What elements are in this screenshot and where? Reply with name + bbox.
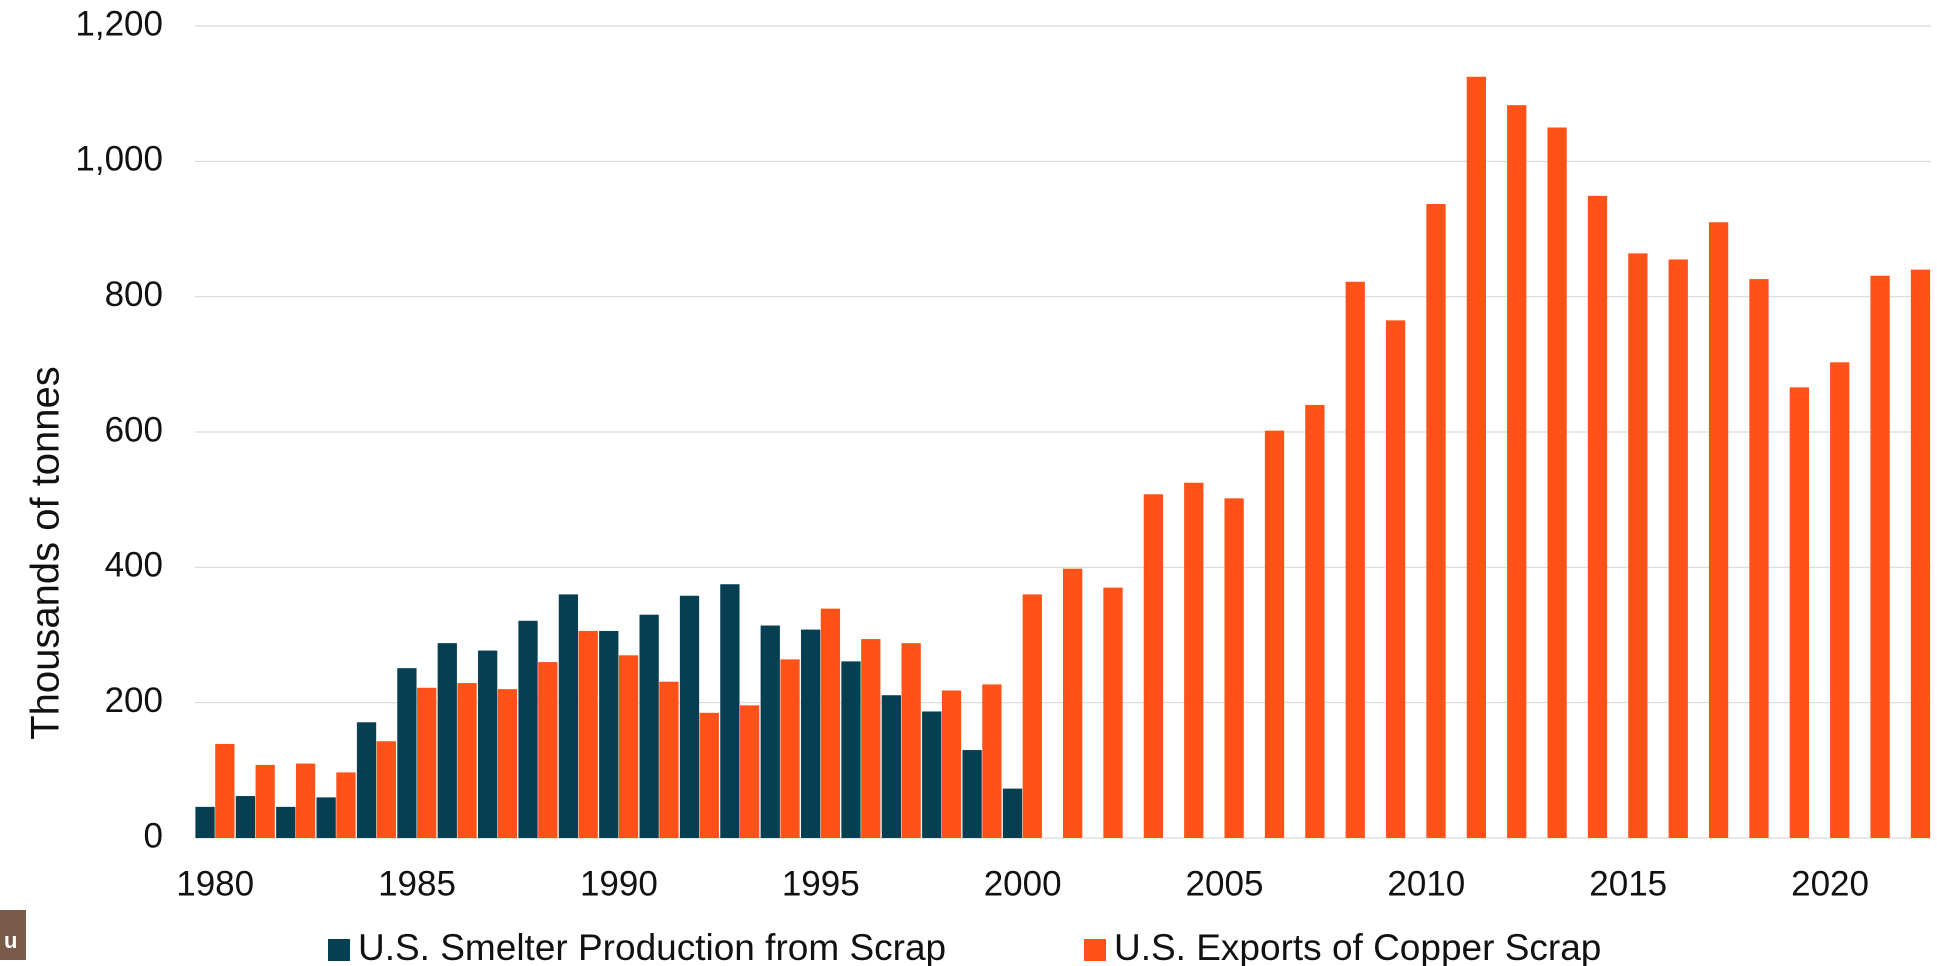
bar [518, 620, 538, 838]
bar [740, 705, 760, 838]
x-tick-label: 1990 [580, 864, 658, 903]
y-tick-label: 1,000 [75, 140, 163, 179]
bar [397, 668, 417, 838]
bar [941, 690, 962, 838]
bar [639, 614, 659, 838]
bar [760, 625, 780, 838]
bar [982, 684, 1002, 838]
y-tick-label: 0 [144, 816, 163, 855]
bar [699, 712, 719, 838]
y-tick-label: 400 [105, 546, 163, 585]
logo [0, 910, 26, 960]
bar [1708, 222, 1729, 838]
bar [1789, 387, 1809, 838]
bar [437, 643, 457, 838]
bar [558, 594, 579, 838]
x-tick-label: 2005 [1186, 864, 1264, 903]
legend-label: U.S. Exports of Copper Scrap [1114, 927, 1601, 966]
bar [1628, 253, 1648, 839]
y-tick-label: 600 [105, 410, 163, 449]
bar [1264, 430, 1285, 838]
bar [1507, 105, 1527, 839]
bar [881, 695, 902, 838]
bar [659, 681, 679, 838]
bar [962, 750, 982, 838]
bar [1870, 275, 1890, 838]
y-tick-label: 1,200 [75, 4, 163, 43]
bar [215, 743, 235, 838]
bar [538, 662, 558, 838]
bar [457, 683, 477, 838]
legend-label: U.S. Smelter Production from Scrap [358, 927, 946, 966]
legend-swatch [1084, 939, 1106, 961]
x-tick-label: 2015 [1589, 864, 1667, 903]
bar [276, 806, 296, 838]
bar [861, 639, 881, 838]
bar [820, 608, 841, 838]
bar [1184, 482, 1204, 838]
bar [679, 595, 700, 838]
bar [1022, 594, 1042, 838]
bar [1547, 127, 1567, 838]
y-axis-label: Thousands of tonnes [24, 366, 68, 740]
bar [295, 763, 316, 838]
bar [255, 764, 275, 838]
bar [1749, 279, 1769, 838]
x-tick-label: 2020 [1791, 864, 1869, 903]
bar [578, 630, 598, 838]
bar [195, 806, 215, 838]
bar [800, 629, 821, 838]
bar [1305, 404, 1325, 838]
bar [1345, 281, 1365, 838]
bar [1385, 320, 1406, 839]
bar [599, 630, 619, 838]
x-tick-label: 2010 [1387, 864, 1465, 903]
x-tick-label: 1980 [176, 864, 254, 903]
bar [1587, 195, 1608, 839]
bar [497, 689, 518, 838]
bar [841, 661, 861, 838]
logo-text: u [4, 928, 17, 953]
y-tick-label: 800 [105, 275, 163, 314]
bar [1103, 587, 1123, 838]
bar [1143, 494, 1164, 838]
bar [922, 711, 942, 838]
bar [1063, 568, 1083, 838]
x-tick-label: 2000 [984, 864, 1062, 903]
bar [336, 772, 356, 838]
bar [618, 655, 639, 838]
bar [235, 796, 256, 838]
bar [1910, 269, 1931, 839]
bar [356, 722, 377, 838]
bar [1466, 76, 1487, 838]
legend-swatch [328, 939, 350, 961]
bar [901, 643, 921, 838]
bar [1830, 362, 1850, 838]
bar [478, 650, 498, 838]
bar [780, 659, 800, 838]
bar [316, 797, 336, 838]
bar [720, 584, 740, 838]
y-tick-label: 200 [105, 681, 163, 720]
x-tick-label: 1985 [378, 864, 456, 903]
bar [1668, 259, 1688, 838]
x-tick-label: 1995 [782, 864, 860, 903]
bar [417, 687, 437, 838]
bar [376, 741, 396, 838]
bar [1224, 498, 1244, 838]
bar [1426, 203, 1446, 839]
bar [1002, 788, 1023, 838]
